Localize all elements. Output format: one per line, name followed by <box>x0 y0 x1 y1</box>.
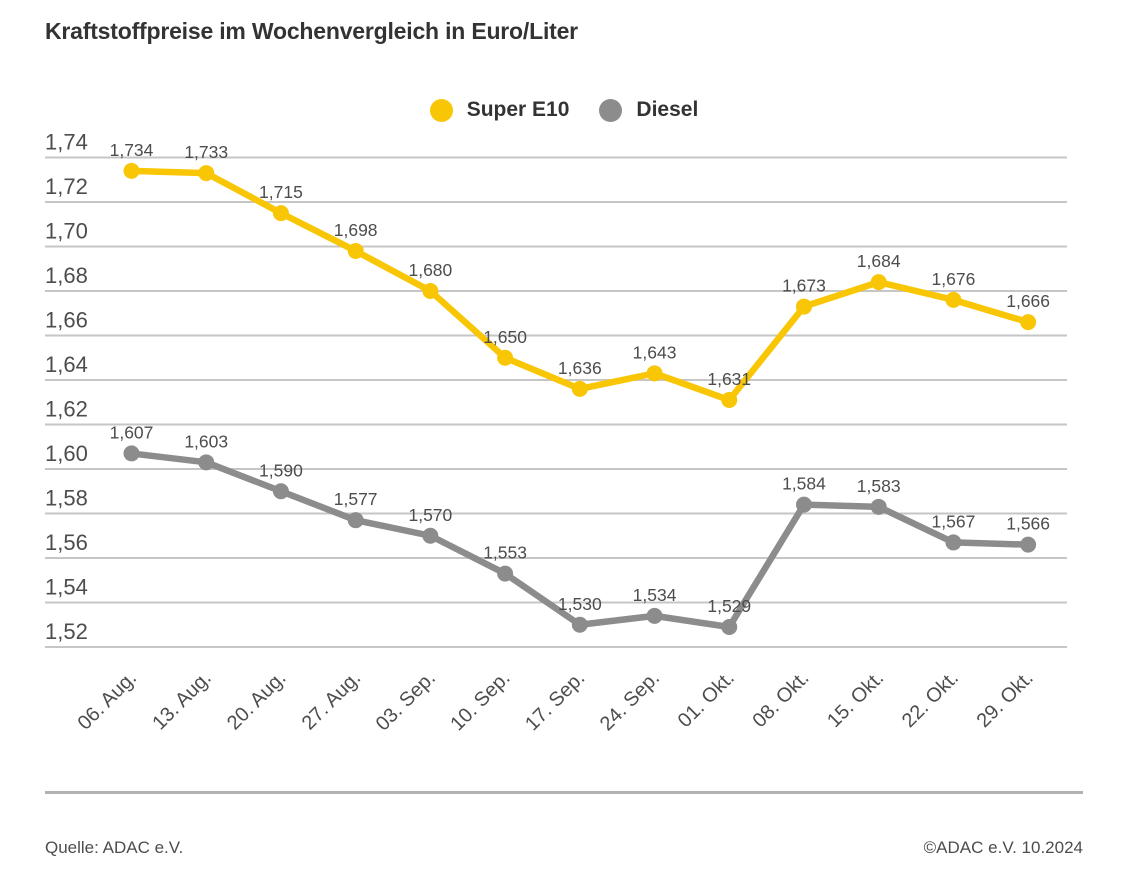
y-tick-label: 1,54 <box>45 575 88 600</box>
data-point-label: 1,529 <box>707 596 751 616</box>
data-point-label: 1,530 <box>558 594 602 614</box>
source-text: Quelle: ADAC e.V. <box>45 838 184 857</box>
y-tick-label: 1,60 <box>45 441 88 466</box>
data-point-label: 1,650 <box>483 327 527 347</box>
data-point <box>123 445 140 462</box>
x-tick-label: 01. Okt. <box>674 667 739 732</box>
copyright-text: ©ADAC e.V. 10.2024 <box>923 838 1083 857</box>
data-point-label: 1,676 <box>932 269 976 289</box>
data-point-label: 1,631 <box>707 369 751 389</box>
chart-title: Kraftstoffpreise im Wochenvergleich in E… <box>45 18 578 44</box>
data-point-label: 1,584 <box>782 474 826 494</box>
data-point-label: 1,636 <box>558 358 602 378</box>
data-point <box>945 534 962 551</box>
data-point <box>870 498 887 515</box>
legend-label-diesel: Diesel <box>636 98 699 121</box>
x-tick-label: 08. Okt. <box>748 667 813 732</box>
legend-label-super-e10: Super E10 <box>466 98 570 121</box>
legend-item-super-e10: Super E10 <box>429 98 570 122</box>
data-point <box>795 496 812 513</box>
data-point <box>721 392 738 409</box>
data-point-label: 1,715 <box>259 182 303 202</box>
data-point-label: 1,698 <box>334 220 378 240</box>
y-tick-label: 1,72 <box>45 174 88 199</box>
y-tick-label: 1,52 <box>45 619 88 644</box>
data-point-label: 1,673 <box>782 276 826 296</box>
data-point <box>945 291 962 308</box>
data-point <box>497 349 514 366</box>
data-point <box>422 527 439 544</box>
x-tick-label: 03. Sep. <box>372 667 440 735</box>
data-point <box>571 616 588 633</box>
data-point-label: 1,566 <box>1006 514 1050 534</box>
x-tick-label: 10. Sep. <box>446 667 514 735</box>
x-tick-label: 13. Aug. <box>148 667 215 734</box>
data-point <box>198 165 215 182</box>
data-point-label: 1,684 <box>857 251 901 271</box>
data-point-label: 1,570 <box>408 505 452 525</box>
data-point <box>646 607 663 624</box>
data-point-label: 1,534 <box>633 585 677 605</box>
y-tick-label: 1,64 <box>45 352 88 377</box>
data-point-label: 1,553 <box>483 543 527 563</box>
data-point-label: 1,590 <box>259 460 303 480</box>
diesel-dot-icon <box>599 98 623 122</box>
data-point <box>347 512 364 529</box>
x-tick-label: 20. Aug. <box>223 667 290 734</box>
data-point-label: 1,583 <box>857 476 901 496</box>
data-point <box>422 283 439 299</box>
data-point <box>347 242 364 259</box>
data-point <box>646 365 663 382</box>
y-tick-label: 1,56 <box>45 530 88 555</box>
data-point-label: 1,643 <box>633 342 677 362</box>
data-point <box>1020 536 1037 553</box>
x-tick-label: 15. Okt. <box>823 667 888 732</box>
x-tick-label: 06. Aug. <box>74 667 141 734</box>
y-tick-label: 1,58 <box>45 486 88 511</box>
data-point <box>870 274 887 291</box>
price-line-chart: 1,74 1,72 1,70 1,68 1,66 1,64 1,62 1,60 1,58 1,56… <box>45 130 1067 735</box>
data-point <box>1020 314 1037 331</box>
data-point-label: 1,680 <box>408 260 452 280</box>
data-point-label: 1,607 <box>110 422 154 442</box>
y-tick-label: 1,62 <box>45 397 88 422</box>
footer-divider <box>45 791 1083 794</box>
x-tick-label: 17. Sep. <box>521 667 589 735</box>
x-tick-label: 24. Sep. <box>596 667 664 735</box>
data-point <box>198 454 215 471</box>
x-tick-label: 29. Okt. <box>973 667 1038 732</box>
data-point-label: 1,733 <box>184 142 228 162</box>
y-tick-label: 1,68 <box>45 263 88 288</box>
data-point <box>272 483 289 500</box>
data-point-label: 1,567 <box>932 511 976 531</box>
data-point-label: 1,603 <box>184 431 228 451</box>
y-tick-label: 1,66 <box>45 308 88 333</box>
data-point-label: 1,666 <box>1006 291 1050 311</box>
data-point <box>497 565 514 582</box>
data-point <box>272 205 289 222</box>
data-point <box>123 162 140 179</box>
data-point-label: 1,734 <box>110 140 154 160</box>
y-tick-label: 1,70 <box>45 219 88 244</box>
x-tick-label: 27. Aug. <box>298 667 365 734</box>
data-point <box>721 618 738 635</box>
data-point <box>571 380 588 397</box>
super-e10-dot-icon <box>429 98 453 122</box>
y-tick-label: 1,74 <box>45 130 88 155</box>
chart-footer: Quelle: ADAC e.V. ©ADAC e.V. 10.2024 <box>45 838 1083 858</box>
chart-legend: Super E10 Diesel <box>0 98 1128 122</box>
legend-item-diesel: Diesel <box>599 98 698 122</box>
data-point-label: 1,577 <box>334 489 378 509</box>
x-tick-label: 22. Okt. <box>898 667 963 732</box>
data-point <box>795 298 812 315</box>
